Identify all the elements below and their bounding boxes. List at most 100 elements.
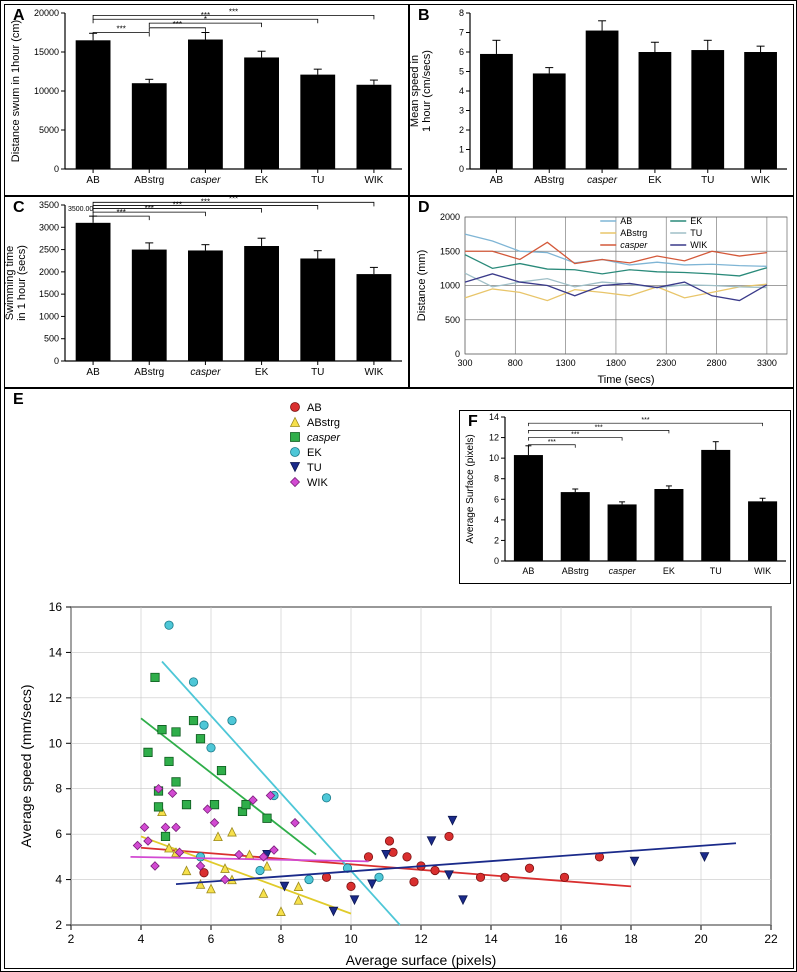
- svg-text:4: 4: [138, 932, 145, 946]
- svg-text:500: 500: [445, 315, 460, 325]
- svg-text:6: 6: [55, 827, 62, 841]
- svg-text:10: 10: [489, 453, 499, 463]
- svg-text:***: ***: [641, 417, 649, 424]
- point-AB: [476, 873, 484, 881]
- bar-ABstrg: [132, 83, 167, 169]
- svg-text:3000: 3000: [39, 222, 59, 232]
- point-WIK: [168, 789, 176, 797]
- panel-F: 02468101214Average Surface (pixels)ABABs…: [459, 410, 791, 584]
- svg-text:***: ***: [116, 25, 125, 34]
- bar-ABstrg: [533, 73, 566, 169]
- legend-casper: casper: [620, 240, 648, 250]
- point-WIK: [133, 841, 141, 849]
- bar-casper: [586, 31, 619, 169]
- xtick-ABstrg: ABstrg: [134, 175, 164, 186]
- legend-TU: TU: [690, 228, 702, 238]
- point-casper: [242, 800, 250, 808]
- point-TU: [329, 907, 337, 915]
- point-casper: [144, 748, 152, 756]
- panel-letter-A: A: [13, 7, 25, 25]
- svg-text:8: 8: [278, 932, 285, 946]
- figure-root: 05000100001500020000Distance swum in 1ho…: [0, 0, 797, 972]
- fitline-TU: [176, 843, 736, 884]
- point-TU: [382, 850, 390, 858]
- bar-AB: [76, 40, 111, 169]
- svg-text:***: ***: [571, 432, 579, 439]
- point-AB: [385, 837, 393, 845]
- xtick-WIK: WIK: [751, 175, 770, 186]
- svg-text:3500.00: 3500.00: [68, 206, 93, 213]
- svg-text:0: 0: [459, 164, 464, 174]
- xtick-ABstrg: ABstrg: [534, 175, 564, 186]
- panel-B: 012345678Mean speed in1 hour (cm/secs)AB…: [409, 4, 794, 196]
- svg-text:800: 800: [508, 358, 523, 368]
- svg-text:5: 5: [459, 67, 464, 77]
- point-AB: [403, 853, 411, 861]
- svg-text:casper: casper: [609, 566, 637, 576]
- svg-text:Distance (mm): Distance (mm): [416, 250, 428, 322]
- point-casper: [210, 800, 218, 808]
- bar-ABstrg: [132, 250, 167, 361]
- panel-letter-D: D: [418, 199, 430, 217]
- svg-text:3300: 3300: [757, 358, 777, 368]
- point-EK: [165, 621, 173, 629]
- point-casper: [217, 766, 225, 774]
- legend-AB: AB: [307, 402, 322, 414]
- point-ABstrg: [207, 884, 215, 892]
- point-AB: [364, 853, 372, 861]
- point-TU: [350, 896, 358, 904]
- legend-TU: TU: [307, 462, 322, 474]
- point-AB: [410, 878, 418, 886]
- bar-WIK: [357, 274, 392, 361]
- point-casper: [161, 832, 169, 840]
- svg-text:0: 0: [54, 164, 59, 174]
- xtick-TU: TU: [311, 367, 324, 378]
- point-casper: [196, 735, 204, 743]
- svg-text:ABstrg: ABstrg: [562, 566, 589, 576]
- xtick-AB: AB: [490, 175, 504, 186]
- svg-text:2: 2: [494, 535, 499, 545]
- svg-text:AB: AB: [522, 566, 534, 576]
- point-casper: [154, 803, 162, 811]
- legend-EK: EK: [690, 216, 702, 226]
- svg-text:14: 14: [49, 645, 63, 659]
- point-ABstrg: [182, 866, 190, 874]
- svg-text:1500: 1500: [440, 246, 460, 256]
- svg-text:0: 0: [54, 356, 59, 366]
- svg-text:7: 7: [459, 28, 464, 38]
- point-TU: [448, 816, 456, 824]
- svg-text:Average speed (mm/secs): Average speed (mm/secs): [18, 684, 34, 847]
- point-AB: [525, 864, 533, 872]
- point-casper: [151, 673, 159, 681]
- svg-text:Average Surface (pixels): Average Surface (pixels): [465, 434, 476, 543]
- svg-text:1800: 1800: [606, 358, 626, 368]
- svg-text:3: 3: [459, 106, 464, 116]
- panel-letter-E: E: [13, 391, 24, 409]
- bar-EK: [639, 52, 672, 169]
- svg-text:2500: 2500: [39, 245, 59, 255]
- point-ABstrg: [245, 850, 253, 858]
- point-AB: [322, 873, 330, 881]
- point-ABstrg: [196, 880, 204, 888]
- svg-text:1000: 1000: [39, 311, 59, 321]
- bar-EK: [244, 57, 279, 169]
- point-WIK: [172, 823, 180, 831]
- svg-text:500: 500: [44, 334, 59, 344]
- svg-text:3500: 3500: [39, 200, 59, 210]
- point-WIK: [221, 875, 229, 883]
- svg-text:TU: TU: [710, 566, 722, 576]
- xtick-EK: EK: [255, 367, 269, 378]
- point-AB: [431, 866, 439, 874]
- svg-text:2000: 2000: [39, 267, 59, 277]
- svg-text:14: 14: [484, 932, 498, 946]
- point-TU: [427, 837, 435, 845]
- svg-text:8: 8: [459, 8, 464, 18]
- panel-C: 05001000150020002500300035003500.00Swimm…: [4, 196, 409, 388]
- legend-casper: casper: [307, 432, 341, 444]
- svg-text:2000: 2000: [440, 212, 460, 222]
- point-EK: [305, 875, 313, 883]
- svg-text:16: 16: [49, 600, 63, 614]
- svg-text:0: 0: [494, 556, 499, 566]
- svg-text:2: 2: [55, 918, 62, 932]
- point-TU: [459, 896, 467, 904]
